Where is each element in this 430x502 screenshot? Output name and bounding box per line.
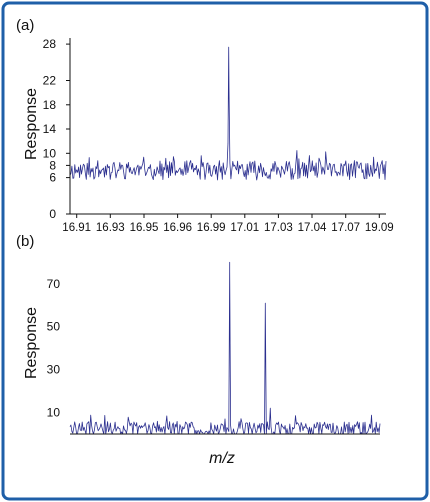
panel-a-xtick-label: 19.09 [365, 222, 394, 234]
panel-a-ytick-label: 18 [43, 98, 57, 112]
panel-b: (b) Response 10 30 50 70 m/z [16, 233, 381, 467]
panel-a-ytick-label: 10 [43, 146, 57, 160]
panel-a-xtick-label: 16.91 [62, 222, 91, 234]
panel-a-xtick-label: 16.99 [197, 222, 226, 234]
panel-a-label: (a) [16, 17, 34, 34]
panel-a-ytick-label: 22 [43, 74, 57, 88]
panel-a-ytick-label: 14 [43, 122, 57, 136]
panel-b-ytick-label: 10 [47, 406, 61, 420]
panel-a-xtick-label: 17.07 [331, 222, 360, 234]
panel-b-xlabel: m/z [209, 450, 235, 467]
panel-a-xtick-label: 17.01 [230, 222, 259, 234]
panel-a-ytick-label: 6 [49, 171, 56, 185]
panel-b-ytick-label: 70 [47, 277, 61, 291]
panel-b-ylabel: Response [23, 307, 40, 379]
panel-a-xtick-label: 17.03 [264, 222, 293, 234]
panel-b-y-ticks: 10 30 50 70 [47, 277, 61, 420]
panel-a-ytick-label: 8 [49, 158, 56, 172]
panel-a-xtick-label: 16.96 [163, 222, 192, 234]
panel-a-ylabel: Response [23, 88, 40, 160]
panel-b-trace [69, 261, 381, 435]
panel-a-trace [69, 46, 387, 181]
panel-b-ytick-label: 50 [47, 320, 61, 334]
panel-a-ytick-label: 0 [49, 207, 56, 221]
panel-b-ytick-label: 30 [47, 363, 61, 377]
panel-b-label: (b) [16, 233, 34, 250]
panel-a-xtick-label: 16.95 [130, 222, 159, 234]
panel-a-x-ticks: 16.91 16.93 16.95 16.96 16.99 17.01 17.03 17.04… [62, 214, 394, 234]
panel-a-xtick-label: 16.93 [96, 222, 125, 234]
panel-a-ytick-label: 28 [43, 37, 57, 51]
panel-a-xtick-label: 17.04 [298, 222, 327, 234]
